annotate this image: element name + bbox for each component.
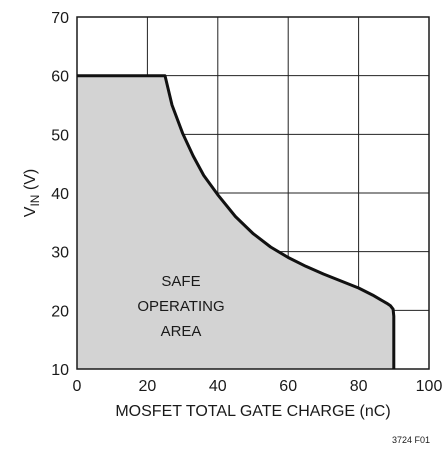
x-tick-label: 40 — [209, 378, 227, 395]
y-axis-title-main: V — [22, 206, 39, 217]
y-tick-label: 10 — [51, 362, 69, 379]
y-axis-title-unit: (V) — [22, 169, 39, 195]
y-tick-label: 50 — [51, 127, 69, 144]
x-tick-label: 20 — [139, 378, 157, 395]
y-axis-title: VIN (V) — [22, 169, 42, 217]
safe-area-boundary-line — [77, 74, 396, 369]
region-label-line-3: AREA — [161, 323, 202, 340]
x-axis-title: MOSFET TOTAL GATE CHARGE (nC) — [115, 403, 390, 420]
x-tick-label: 0 — [73, 378, 82, 395]
y-tick-label: 60 — [51, 69, 69, 86]
region-label-background — [122, 268, 240, 342]
y-tick-labels: 10 20 30 40 50 60 70 — [51, 10, 69, 379]
y-axis-title-subscript: IN — [28, 195, 42, 207]
y-tick-label: 30 — [51, 245, 69, 262]
y-tick-label: 70 — [51, 10, 69, 27]
figure-id: 3724 F01 — [392, 435, 430, 445]
x-tick-label: 80 — [350, 378, 368, 395]
region-label-line-2: OPERATING — [137, 298, 224, 315]
x-tick-label: 60 — [279, 378, 297, 395]
plot-frame — [76, 16, 430, 370]
x-tick-label: 100 — [416, 378, 443, 395]
region-label-line-1: SAFE — [161, 273, 200, 290]
x-tick-labels: 0 20 40 60 80 100 — [73, 378, 443, 395]
y-tick-label: 40 — [51, 186, 69, 203]
y-tick-label: 20 — [51, 303, 69, 320]
